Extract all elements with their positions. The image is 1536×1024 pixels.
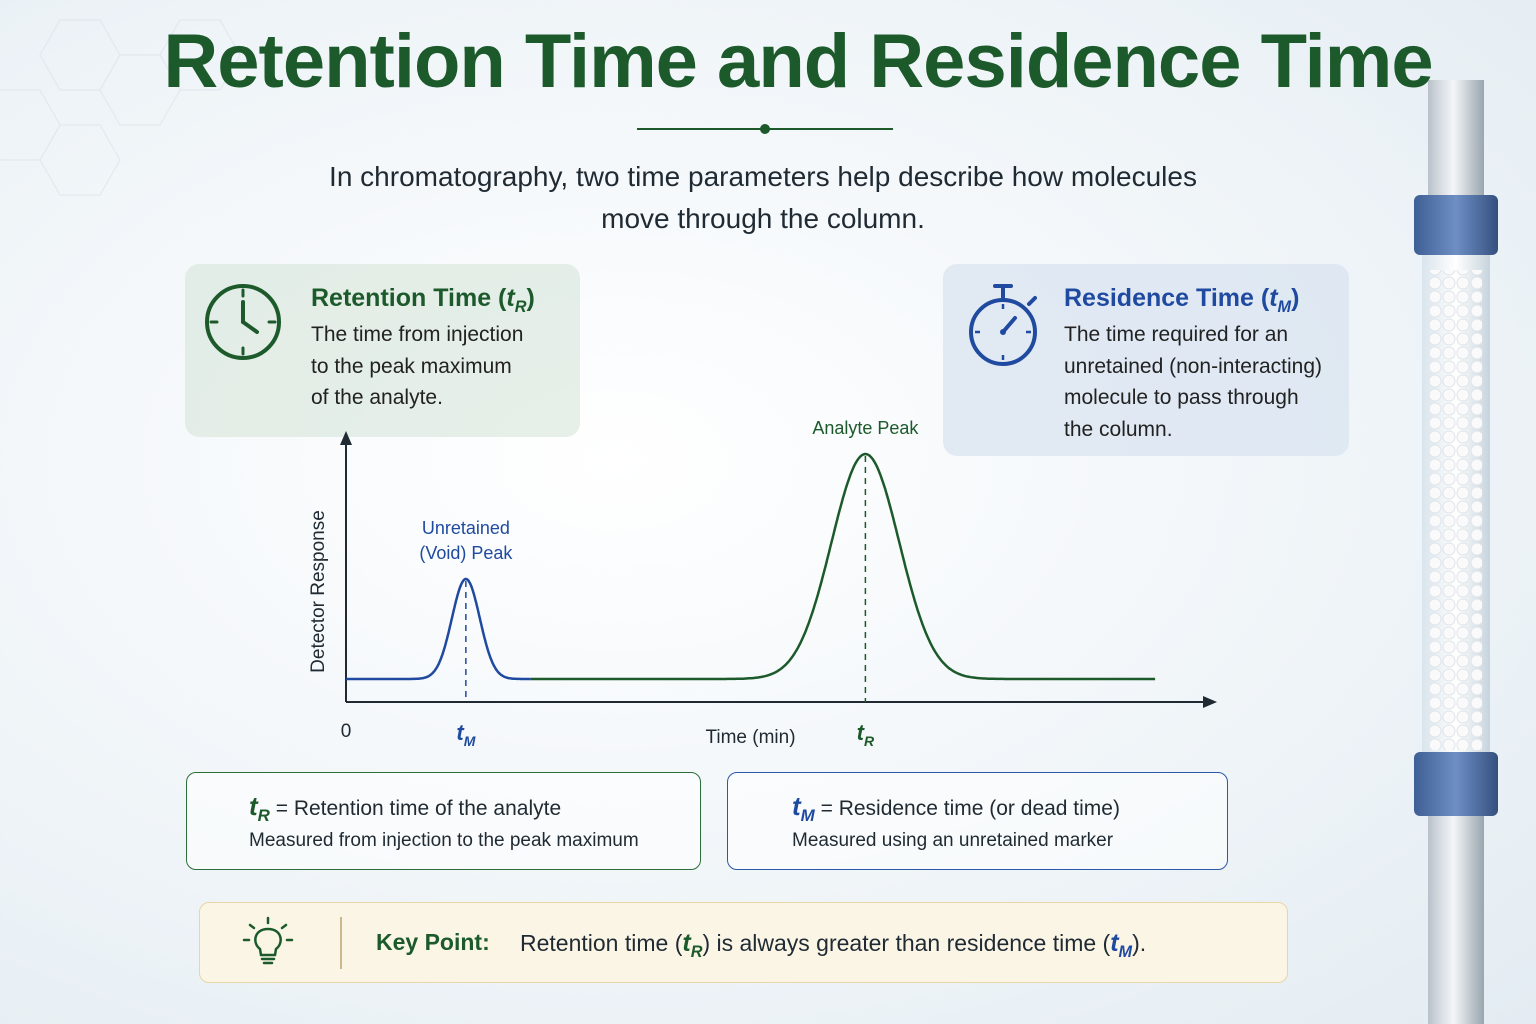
retention-definition-box: tR = Retention time of the analyte Measu… <box>186 772 701 870</box>
key-point-sub: R <box>690 943 703 961</box>
x-axis-label: Time (min) <box>705 727 795 748</box>
y-axis-label: Detector Response <box>308 510 329 673</box>
definition-symbol-sub: M <box>800 806 815 826</box>
y-axis-arrow <box>340 431 352 445</box>
tick-label-1: tR <box>857 720 875 749</box>
series-line-0 <box>346 577 531 681</box>
retention-definition-note: Measured from injection to the peak maxi… <box>249 830 639 851</box>
clock-icon <box>205 284 281 360</box>
key-point-sym-t: t <box>682 929 691 957</box>
key-point-text: Retention time (tR) is always greater th… <box>520 929 1146 962</box>
chromatogram-chart: Detector Response Time (min) 0 Unretained (V… <box>308 418 1217 749</box>
peak-label-1: Analyte Peak <box>812 418 919 438</box>
residence-card-line: unretained (non-interacting) <box>1064 354 1322 378</box>
residence-definition-equation: tM = Residence time (or dead time) <box>792 791 1120 826</box>
residence-card-title-text: Residence Time ( <box>1064 284 1270 312</box>
residence-card-description: The time required for an unretained (non… <box>1064 319 1322 445</box>
key-point-banner: Key Point: Retention time (tR) is always… <box>199 902 1288 983</box>
key-point-text-b: ) is always greater than residence time … <box>702 930 1111 956</box>
x-origin-label: 0 <box>341 721 352 742</box>
page-title: Retention Time and Residence Time <box>163 19 1433 104</box>
retention-card-symbol: tR <box>506 284 526 316</box>
residence-card-line: The time required for an <box>1064 323 1289 346</box>
retention-card-title: Retention Time (tR) <box>311 284 535 317</box>
residence-time-card: Residence Time (tM) The time required fo… <box>943 264 1349 456</box>
key-point-symbol-m: tM <box>1110 929 1132 961</box>
subtitle: In chromatography, two time parameters h… <box>280 156 1246 240</box>
residence-card-line: the column. <box>1064 417 1173 441</box>
subtitle-line-1: In chromatography, two time parameters h… <box>329 161 1197 192</box>
retention-definition-text: = Retention time of the analyte <box>275 797 562 820</box>
residence-card-title: Residence Time (tM) <box>1064 284 1299 317</box>
key-point-text-c: ). <box>1132 930 1147 956</box>
definition-symbol-t: t <box>792 791 801 821</box>
title-divider-dot <box>760 124 770 134</box>
retention-card-title-close: ) <box>526 284 535 312</box>
residence-definition-symbol: tM <box>792 791 815 825</box>
stopwatch-icon <box>969 284 1037 366</box>
peak-label-0: (Void) Peak <box>419 543 513 563</box>
series-line-1 <box>530 452 1156 681</box>
x-axis-arrow <box>1203 696 1217 708</box>
definition-symbol-t: t <box>249 791 258 821</box>
retention-card-line: The time from injection <box>311 323 524 346</box>
residence-card-symbol: tM <box>1269 284 1291 316</box>
retention-definition-equation: tR = Retention time of the analyte <box>249 791 561 826</box>
chromatography-column-illustration <box>1414 80 1498 1024</box>
retention-card-description: The time from injection to the peak maxi… <box>311 319 523 414</box>
key-point-symbol-r: tR <box>682 929 702 961</box>
key-point-sub: M <box>1118 943 1133 961</box>
key-point-label: Key Point: <box>376 929 490 955</box>
residence-symbol-t: t <box>1269 284 1278 312</box>
key-point-sym-t: t <box>1110 929 1119 957</box>
retention-time-card: Retention Time (tR) The time from inject… <box>185 264 580 437</box>
residence-symbol-sub: M <box>1277 298 1292 316</box>
key-point-text-a: Retention time ( <box>520 930 683 956</box>
peak-label-0: Unretained <box>422 518 510 538</box>
retention-symbol-sub: R <box>514 298 527 316</box>
residence-definition-box: tM = Residence time (or dead time) Measu… <box>727 772 1228 870</box>
lightbulb-icon <box>242 916 294 965</box>
retention-definition-symbol: tR <box>249 791 270 825</box>
hexagon-pattern-background <box>0 19 241 196</box>
residence-definition-note: Measured using an unretained marker <box>792 830 1114 851</box>
definition-symbol-sub: R <box>257 806 270 826</box>
key-point-separator <box>340 917 342 969</box>
subtitle-line-2: move through the column. <box>601 203 925 234</box>
residence-card-title-close: ) <box>1291 284 1300 312</box>
tick-label-0: tM <box>456 720 475 749</box>
residence-definition-text: = Residence time (or dead time) <box>820 797 1120 820</box>
retention-card-title-text: Retention Time ( <box>311 284 507 312</box>
retention-card-line: to the peak maximum <box>311 354 512 378</box>
retention-card-line: of the analyte. <box>311 386 443 409</box>
residence-card-line: molecule to pass through <box>1064 386 1299 409</box>
retention-symbol-t: t <box>506 284 515 312</box>
